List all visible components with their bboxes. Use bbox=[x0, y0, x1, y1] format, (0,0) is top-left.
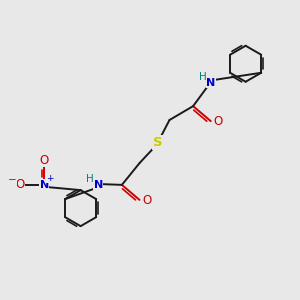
Text: S: S bbox=[153, 136, 162, 149]
Text: O: O bbox=[214, 116, 223, 128]
Text: +: + bbox=[46, 174, 54, 183]
Text: O: O bbox=[15, 178, 24, 191]
Text: H: H bbox=[199, 71, 206, 82]
Text: O: O bbox=[142, 194, 152, 207]
Text: N: N bbox=[94, 180, 103, 190]
Text: −: − bbox=[8, 175, 16, 184]
Text: H: H bbox=[86, 174, 94, 184]
Text: N: N bbox=[40, 180, 49, 190]
Text: O: O bbox=[40, 154, 49, 166]
Text: N: N bbox=[206, 77, 215, 88]
